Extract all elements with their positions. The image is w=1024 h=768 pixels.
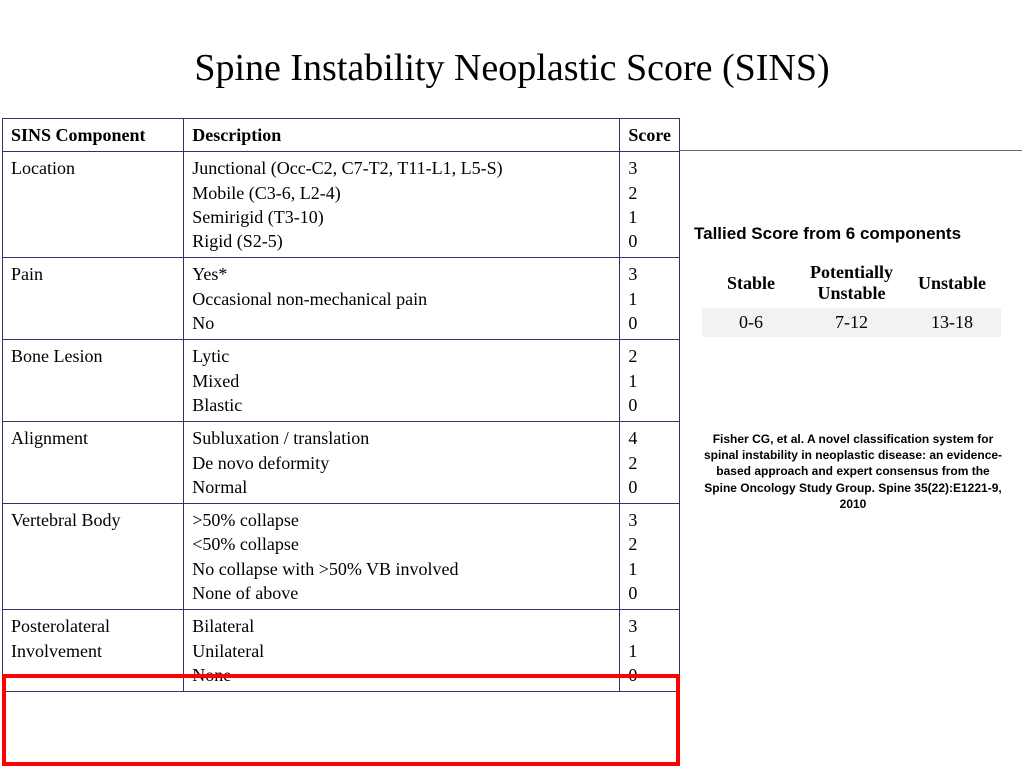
description-line: Unilateral <box>192 639 611 663</box>
table-header-row: SINS Component Description Score <box>3 119 680 152</box>
description-line: None <box>192 663 611 687</box>
score-cell: 3210 <box>620 152 680 258</box>
score-line: 2 <box>628 451 671 475</box>
description-line: Mixed <box>192 369 611 393</box>
score-line: 1 <box>628 287 671 311</box>
score-line: 1 <box>628 557 671 581</box>
content-layout: SINS Component Description Score Locatio… <box>2 118 1012 692</box>
description-line: Bilateral <box>192 614 611 638</box>
score-line: 3 <box>628 614 671 638</box>
description-line: Subluxation / translation <box>192 426 611 450</box>
tally-range-unstable: 13-18 <box>903 308 1001 337</box>
description-cell: BilateralUnilateralNone <box>184 610 620 692</box>
description-line: Occasional non-mechanical pain <box>192 287 611 311</box>
score-line: 0 <box>628 311 671 335</box>
tally-label-stable: Stable <box>702 258 800 308</box>
description-line: Normal <box>192 475 611 499</box>
component-cell: Pain <box>3 258 184 340</box>
description-cell: Junctional (Occ-C2, C7-T2, T11-L1, L5-S)… <box>184 152 620 258</box>
table-row: AlignmentSubluxation / translationDe nov… <box>3 422 680 504</box>
tally-range-stable: 0-6 <box>702 308 800 337</box>
description-line: Rigid (S2-5) <box>192 229 611 253</box>
description-line: De novo deformity <box>192 451 611 475</box>
description-cell: Subluxation / translationDe novo deformi… <box>184 422 620 504</box>
tallied-table: Stable Potentially Unstable Unstable 0-6… <box>702 258 1001 337</box>
description-line: Blastic <box>192 393 611 417</box>
score-cell: 310 <box>620 258 680 340</box>
table-row: Vertebral Body>50% collapse<50% collapse… <box>3 504 680 610</box>
tally-range-potentially: 7-12 <box>800 308 903 337</box>
score-line: 0 <box>628 475 671 499</box>
score-cell: 210 <box>620 340 680 422</box>
tally-label-potentially: Potentially Unstable <box>800 258 903 308</box>
header-description: Description <box>184 119 620 152</box>
score-line: 1 <box>628 205 671 229</box>
description-line: Yes* <box>192 262 611 286</box>
table-row: PainYes*Occasional non-mechanical painNo… <box>3 258 680 340</box>
description-cell: LyticMixedBlastic <box>184 340 620 422</box>
description-cell: >50% collapse<50% collapseNo collapse wi… <box>184 504 620 610</box>
sins-table: SINS Component Description Score Locatio… <box>2 118 680 692</box>
tallied-heading: Tallied Score from 6 components <box>694 224 1012 244</box>
score-line: 1 <box>628 639 671 663</box>
description-line: None of above <box>192 581 611 605</box>
tally-range-row: 0-6 7-12 13-18 <box>702 308 1001 337</box>
description-line: Lytic <box>192 344 611 368</box>
description-line: No collapse with >50% VB involved <box>192 557 611 581</box>
component-cell: Alignment <box>3 422 184 504</box>
description-line: Junctional (Occ-C2, C7-T2, T11-L1, L5-S) <box>192 156 611 180</box>
description-line: Semirigid (T3-10) <box>192 205 611 229</box>
score-cell: 420 <box>620 422 680 504</box>
score-line: 2 <box>628 344 671 368</box>
score-line: 2 <box>628 532 671 556</box>
score-line: 0 <box>628 663 671 687</box>
description-line: No <box>192 311 611 335</box>
component-cell: Vertebral Body <box>3 504 184 610</box>
header-score: Score <box>620 119 680 152</box>
score-line: 2 <box>628 181 671 205</box>
table-row: Bone LesionLyticMixedBlastic210 <box>3 340 680 422</box>
score-cell: 3210 <box>620 504 680 610</box>
description-line: >50% collapse <box>192 508 611 532</box>
score-line: 3 <box>628 508 671 532</box>
score-line: 0 <box>628 581 671 605</box>
score-line: 4 <box>628 426 671 450</box>
tally-header-row: Stable Potentially Unstable Unstable <box>702 258 1001 308</box>
header-component: SINS Component <box>3 119 184 152</box>
score-line: 0 <box>628 393 671 417</box>
table-row: LocationJunctional (Occ-C2, C7-T2, T11-L… <box>3 152 680 258</box>
score-line: 3 <box>628 262 671 286</box>
score-line: 1 <box>628 369 671 393</box>
sidebar: Tallied Score from 6 components Stable P… <box>680 118 1012 692</box>
component-cell: Location <box>3 152 184 258</box>
tally-label-unstable: Unstable <box>903 258 1001 308</box>
component-cell: Bone Lesion <box>3 340 184 422</box>
component-cell: Posterolateral Involvement <box>3 610 184 692</box>
score-line: 0 <box>628 229 671 253</box>
citation-text: Fisher CG, et al. A novel classification… <box>694 431 1012 512</box>
description-line: <50% collapse <box>192 532 611 556</box>
score-line: 3 <box>628 156 671 180</box>
description-line: Mobile (C3-6, L2-4) <box>192 181 611 205</box>
description-cell: Yes*Occasional non-mechanical painNo <box>184 258 620 340</box>
table-row: Posterolateral InvolvementBilateralUnila… <box>3 610 680 692</box>
page-title: Spine Instability Neoplastic Score (SINS… <box>0 0 1024 102</box>
score-cell: 310 <box>620 610 680 692</box>
